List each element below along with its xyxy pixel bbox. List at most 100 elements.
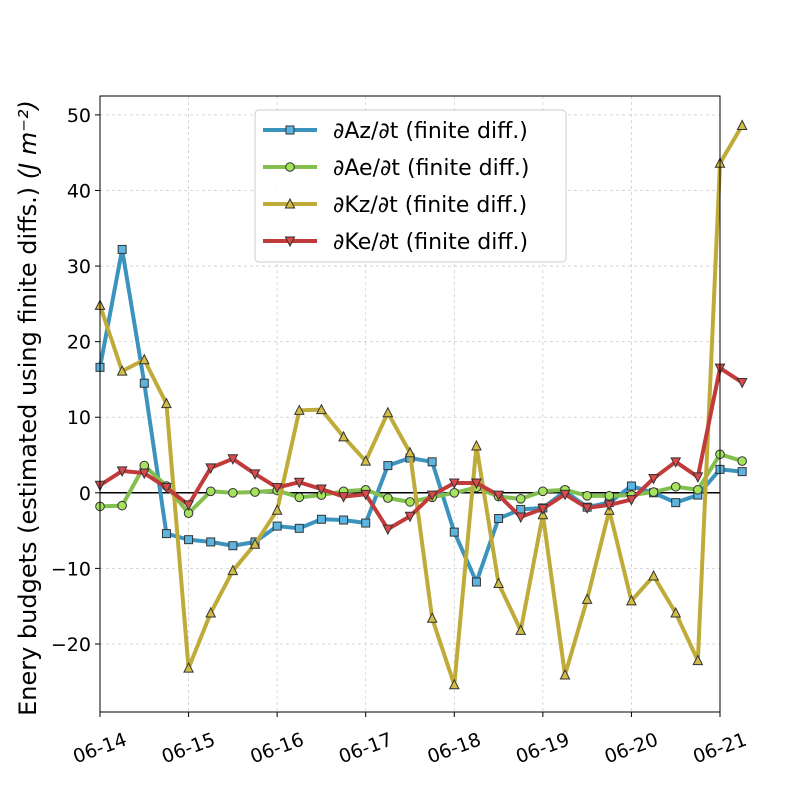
data-point [383,493,393,503]
data-point [184,535,194,545]
data-point [117,500,127,511]
data-point [338,430,349,442]
data-point [161,397,172,409]
data-point [138,468,150,480]
data-point [692,654,704,666]
data-point [272,521,282,531]
x-tick-label: 06-17 [336,729,395,769]
data-point [493,577,504,589]
data-point [360,489,372,501]
y-tick-label: 50 [67,105,91,127]
x-tick-label: 06-15 [159,729,218,769]
series-line [98,123,745,687]
data-point [294,523,304,533]
data-point [405,497,415,507]
x-tick-label: 06-18 [425,729,484,769]
data-point [139,460,150,471]
data-point [339,515,349,525]
data-point [670,606,682,618]
data-point [205,463,217,474]
legend-label: ∂Az/∂t (finite diff.) [333,119,528,144]
data-point [671,498,681,508]
legend-label: ∂Kz/∂t (finite diff.) [333,193,527,218]
data-point [404,446,416,458]
data-point [383,461,393,471]
data-point [316,514,326,524]
series-layer [94,119,748,690]
data-point [692,472,704,484]
data-point [382,524,394,536]
data-point [449,488,460,498]
data-point [426,612,438,623]
data-point [670,481,681,492]
y-axis-title-unit: (J m⁻²) [14,100,42,179]
data-point [361,518,371,528]
data-point [515,512,527,524]
y-tick-label: 0 [79,483,91,505]
data-point [426,490,438,502]
data-point [183,500,194,512]
data-point [293,477,305,489]
data-point [338,492,349,503]
data-point [582,491,592,501]
legend-item: ∂Ke/∂t (finite diff.) [263,230,528,255]
legend-marker [284,236,296,248]
data-point [382,406,394,418]
legend-marker [285,162,295,172]
data-point [736,377,748,389]
y-tick-label: 40 [67,180,91,202]
data-point [249,538,261,549]
legend-marker [285,125,295,135]
x-tick-label: 06-14 [70,729,129,769]
legend-label: ∂Ke/∂t (finite diff.) [333,230,528,255]
data-point [559,668,571,680]
data-point [448,478,460,490]
data-point [737,467,747,477]
data-point [360,454,372,466]
data-point [205,486,216,497]
x-tick-label: 06-16 [247,729,306,769]
y-tick-label: 20 [67,332,91,354]
data-point [448,678,460,690]
data-point [250,487,260,497]
legend-label: ∂Ae/∂t (finite diff.) [333,156,529,181]
data-point [316,403,327,415]
data-point [139,378,149,388]
data-point [228,488,238,498]
data-point [581,503,593,515]
data-point [404,511,416,523]
data-point [294,492,305,503]
x-tick-label: 06-21 [690,729,749,769]
data-point [227,454,239,465]
data-point [493,490,504,502]
data-point [161,529,171,539]
y-tick-label: 10 [67,407,91,429]
data-point [227,564,239,576]
y-tick-label: −20 [51,634,91,656]
y-tick-label: −10 [51,558,91,580]
legend: ∂Az/∂t (finite diff.) ∂Ae/∂t (finite diff… [254,109,567,263]
data-point [626,495,637,506]
data-point [538,486,548,497]
y-tick-label: 30 [67,256,91,278]
data-point [116,365,128,376]
x-tick-label: 06-20 [602,729,661,769]
series-3 [94,363,748,536]
legend-item: ∂Az/∂t (finite diff.) [263,119,528,144]
data-point [471,439,482,451]
data-point [161,483,172,494]
data-point [249,469,261,481]
series-2 [94,119,748,690]
plot-frame [99,95,721,713]
data-point [471,478,482,490]
data-point [603,500,615,512]
data-point [559,489,571,501]
data-point [228,541,238,551]
data-point [116,466,128,477]
x-tick-label: 06-19 [513,729,572,769]
data-point [316,484,327,496]
data-point [537,504,549,515]
legend-item: ∂Kz/∂t (finite diff.) [263,193,527,218]
data-point [206,537,216,547]
